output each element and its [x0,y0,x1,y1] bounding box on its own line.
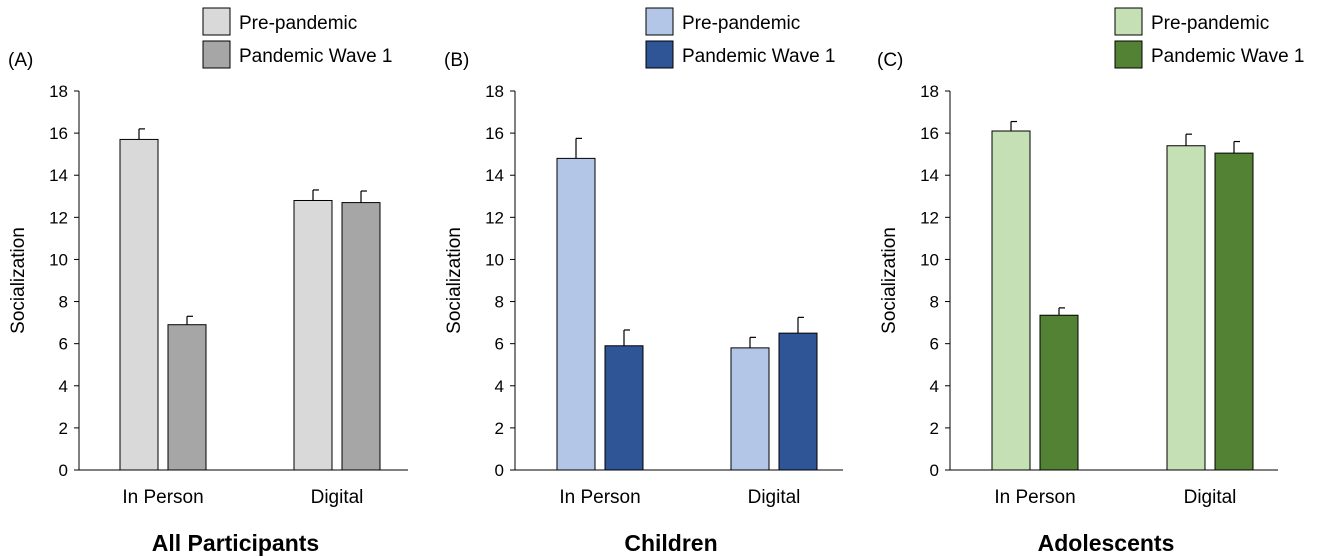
bar [604,345,644,471]
y-tick-label: 16 [49,124,68,143]
y-tick-label: 0 [495,461,504,480]
x-tick-label: In Person [122,487,203,508]
bar [119,138,159,471]
bar [730,347,770,471]
y-tick-label: 2 [930,419,939,438]
bar [991,130,1031,471]
y-tick-label: 16 [485,124,504,143]
y-tick-label: 16 [920,124,939,143]
y-tick-label: 4 [930,377,939,396]
y-tick-label: 10 [920,250,939,269]
y-tick-label: 0 [59,461,68,480]
y-tick-label: 12 [485,208,504,227]
y-tick-label: 18 [485,82,504,101]
chart-title: Children [624,530,717,556]
y-tick-label: 18 [920,82,939,101]
chart-panel-2: (B) Pre-pandemic Pandemic Wave 1 0 2 4 6 8 10 12 1… [444,7,843,556]
bar [1039,314,1079,471]
y-tick-label: 10 [49,250,68,269]
x-tick-label: In Person [559,487,640,508]
y-tick-label: 2 [495,419,504,438]
legend-label: Pandemic Wave 1 [239,46,392,67]
y-tick-label: 8 [59,293,68,312]
y-tick-label: 4 [495,377,504,396]
legend-swatch [645,40,674,69]
y-tick-label: 10 [485,250,504,269]
chart-title: All Participants [152,530,319,556]
legend-swatch [645,7,674,36]
y-axis-label: Socialization [444,227,465,334]
legend-swatch [1114,40,1143,69]
x-tick-label: In Person [994,487,1075,508]
y-axis-label: Socialization [8,227,29,334]
y-tick-label: 12 [920,208,939,227]
legend-swatch [1114,7,1143,36]
y-axis-label: Socialization [879,227,900,334]
y-tick-label: 8 [495,293,504,312]
legend-label: Pre-pandemic [1151,13,1269,34]
legend-swatch [202,40,231,69]
y-tick-label: 12 [49,208,68,227]
panel-label: (A) [8,50,33,71]
chart-title: Adolescents [1038,530,1175,556]
bar [341,202,381,471]
legend-swatch [202,7,231,36]
y-tick-label: 14 [920,166,939,185]
bar [778,332,818,471]
y-tick-label: 4 [59,377,68,396]
bar [167,324,207,471]
x-tick-label: Digital [1184,487,1237,508]
legend-label: Pre-pandemic [682,13,800,34]
y-tick-label: 0 [930,461,939,480]
chart-panel-1: (A) Pre-pandemic Pandemic Wave 1 0 2 4 6 8 10 12 1… [8,7,408,556]
y-tick-label: 6 [495,335,504,354]
bar [293,199,333,471]
legend-label: Pandemic Wave 1 [682,46,835,67]
y-tick-label: 18 [49,82,68,101]
legend-label: Pre-pandemic [239,13,357,34]
legend-label: Pandemic Wave 1 [1151,46,1304,67]
y-tick-label: 8 [930,293,939,312]
bar [556,157,596,471]
bar [1166,145,1206,471]
y-tick-label: 6 [59,335,68,354]
panel-label: (B) [444,50,469,71]
panel-label: (C) [877,50,903,71]
chart-panel-3: (C) Pre-pandemic Pandemic Wave 1 0 2 4 6 8 10 12 1… [877,7,1304,556]
y-tick-label: 6 [930,335,939,354]
x-tick-label: Digital [748,487,801,508]
x-tick-label: Digital [311,487,364,508]
y-tick-label: 14 [485,166,504,185]
y-tick-label: 2 [59,419,68,438]
y-tick-label: 14 [49,166,68,185]
bar [1214,152,1254,471]
